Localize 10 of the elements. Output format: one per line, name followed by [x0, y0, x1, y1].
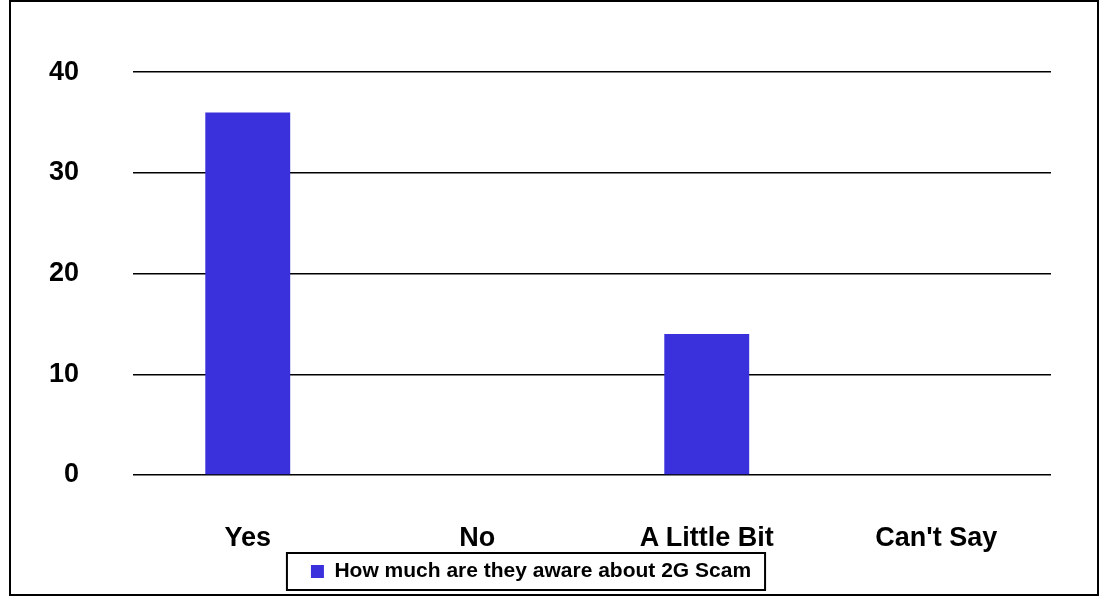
x-tick-label: Can't Say	[875, 521, 998, 552]
y-tick-label: 40	[48, 55, 79, 86]
x-tick-label: A Little Bit	[639, 521, 774, 552]
legend-label: How much are they aware about 2G Scam	[334, 558, 752, 582]
y-tick-label: 0	[63, 458, 79, 489]
x-tick-label: Yes	[224, 521, 272, 552]
y-tick-label: 20	[48, 257, 79, 288]
y-tick-label: 30	[48, 156, 79, 187]
x-tick-label: No	[459, 521, 496, 552]
y-tick-label: 10	[48, 357, 79, 388]
